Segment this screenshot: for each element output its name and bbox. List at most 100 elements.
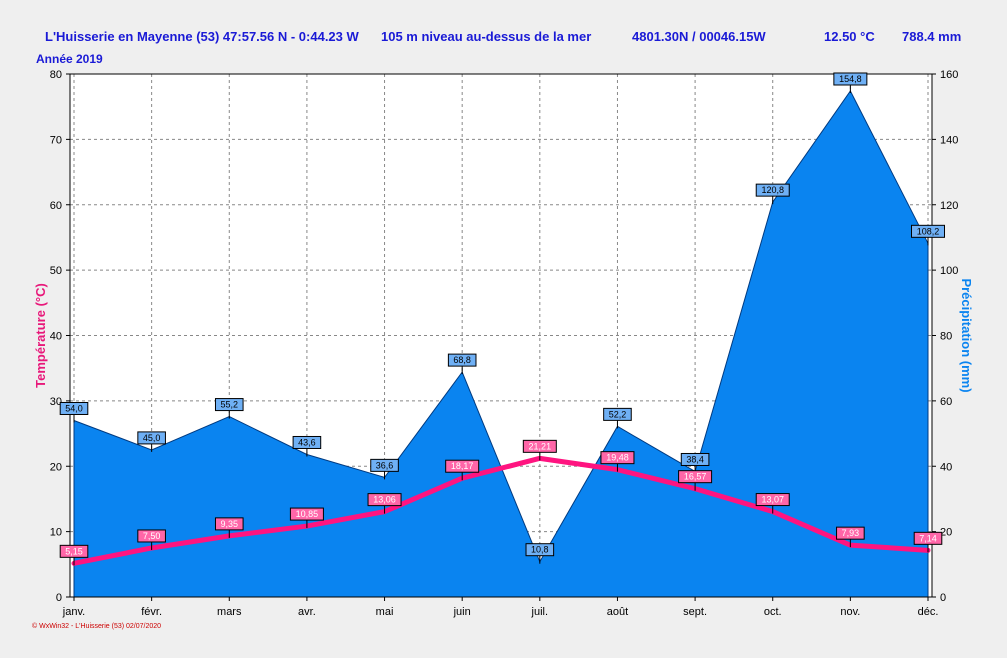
x-tick-label: mai: [376, 606, 394, 618]
data-label-text: 16,57: [684, 472, 707, 482]
data-label-box: [370, 458, 399, 472]
data-label-text: 21,21: [529, 441, 552, 451]
temperature-value-label: 18,17: [445, 459, 480, 481]
data-label-text: 7,14: [919, 533, 937, 543]
y-right-tick-label: 40: [940, 461, 952, 473]
data-label-text: 55,2: [221, 400, 239, 410]
temperature-value-label: 10,85: [289, 507, 324, 529]
temperature-value-label: 7,93: [836, 526, 865, 548]
y-right-tick-label: 100: [940, 265, 958, 277]
precipitation-value-label: 55,2: [214, 398, 244, 419]
data-label-text: 120,8: [761, 185, 784, 195]
data-label-text: 7,93: [842, 528, 860, 538]
temperature-value-label: 13,07: [755, 493, 790, 514]
axes: 0 10 20 30 40 50 60 70 80 0 20 40 60 80 100 120 140 160 ja…: [50, 69, 959, 618]
precipitation-value-label: 68,8: [447, 353, 477, 375]
chart-header: L'Huisserie en Mayenne (53) 47:57.56 N -…: [0, 0, 1007, 70]
data-label-text: 52,2: [609, 409, 627, 419]
footer-credit: © WxWin32 - L'Huisserie (53) 02/07/2020: [32, 623, 162, 630]
mean-temperature: 12.50 °C: [824, 29, 875, 44]
y-right-tick-label: 0: [940, 592, 946, 604]
precipitation-value-label: 38,4: [680, 452, 710, 474]
x-tick-label: juin: [453, 606, 471, 618]
data-label-text: 19,48: [606, 453, 629, 463]
precipitation-value-label: 120,8: [755, 183, 790, 205]
data-label-text: 68,8: [453, 355, 471, 365]
data-label-text: 38,4: [686, 454, 704, 464]
data-label-text: 45,0: [143, 433, 161, 443]
data-label-box: [836, 526, 865, 540]
data-label-box: [525, 543, 555, 557]
altitude-text: 105 m niveau au-dessus de la mer: [381, 29, 592, 44]
temperature-line-layer: [71, 455, 931, 566]
y-left-tick-label: 10: [50, 527, 62, 539]
data-label-box: [755, 183, 790, 197]
y-left-tick-label: 30: [50, 396, 62, 408]
data-label-text: 10,8: [531, 545, 549, 555]
y-right-tick-label: 80: [940, 331, 952, 343]
temperature-value-label: 19,48: [600, 451, 635, 472]
y-right-tick-label: 120: [940, 200, 958, 212]
y-right-tick-label: 160: [940, 69, 958, 81]
x-tick-label: janv.: [62, 606, 85, 618]
data-label-text: 18,17: [451, 461, 474, 471]
data-label-text: 108,2: [917, 226, 940, 236]
temperature-value-label: 7,14: [913, 531, 943, 553]
precipitation-value-label: 108,2: [911, 224, 945, 246]
data-label-text: 13,06: [373, 495, 396, 505]
precipitation-value-label: 43,6: [292, 435, 322, 457]
temperature-axis-label: Température (°C): [33, 283, 48, 388]
data-label-box: [292, 435, 322, 449]
y-left-tick-label: 60: [50, 200, 62, 212]
precipitation-value-label: 36,6: [370, 458, 399, 480]
grid-reference: 4801.30N / 00046.15W: [632, 29, 766, 44]
x-tick-label: févr.: [141, 606, 162, 618]
y-right-tick-label: 140: [940, 134, 958, 146]
data-label-box: [603, 407, 632, 421]
data-label-box: [367, 493, 402, 507]
y-left-tick-label: 20: [50, 461, 62, 473]
x-tick-label: oct.: [764, 606, 782, 618]
precipitation-axis-label: Précipitation (mm): [959, 278, 974, 392]
data-labels: 54,0 45,0 55,2 43,6 36,6 68,8 10,8 52,2 38,4 120,…: [59, 72, 945, 566]
data-label-box: [59, 544, 89, 558]
year-label: Année 2019: [36, 52, 103, 66]
data-label-text: 43,6: [298, 437, 316, 447]
data-label-box: [522, 439, 557, 453]
data-label-box: [59, 401, 89, 415]
temperature-value-label: 5,15: [59, 544, 89, 566]
data-label-box: [447, 353, 477, 367]
data-label-box: [137, 431, 166, 445]
data-label-box: [678, 470, 713, 484]
temperature-value-label: 13,06: [367, 493, 402, 514]
y-right-tick-label: 60: [940, 396, 952, 408]
data-label-box: [214, 517, 244, 531]
x-tick-label: déc.: [918, 606, 939, 618]
y-left-tick-label: 40: [50, 331, 62, 343]
precipitation-value-label: 52,2: [603, 407, 632, 429]
temperature-value-label: 21,21: [522, 439, 557, 461]
data-label-box: [911, 224, 945, 238]
data-label-box: [214, 398, 244, 412]
temperature-value-label: 9,35: [214, 517, 244, 538]
y-left-tick-label: 80: [50, 69, 62, 81]
data-label-text: 7,50: [143, 531, 161, 541]
data-label-text: 13,07: [761, 495, 784, 505]
temperature-line: [71, 455, 931, 566]
total-precipitation: 788.4 mm: [902, 29, 962, 44]
data-label-box: [680, 452, 710, 466]
precipitation-value-label: 10,8: [525, 543, 555, 564]
station-title: L'Huisserie en Mayenne (53) 47:57.56 N -…: [45, 29, 359, 44]
data-label-text: 10,85: [296, 509, 319, 519]
data-label-box: [289, 507, 324, 521]
y-left-tick-label: 70: [50, 134, 62, 146]
x-tick-label: sept.: [683, 606, 707, 618]
data-label-text: 154,8: [839, 74, 862, 84]
y-right-tick-label: 20: [940, 527, 952, 539]
data-label-box: [600, 451, 635, 465]
data-label-box: [755, 493, 790, 507]
x-tick-label: nov.: [840, 606, 860, 618]
data-label-box: [137, 529, 166, 543]
y-left-tick-label: 50: [50, 265, 62, 277]
